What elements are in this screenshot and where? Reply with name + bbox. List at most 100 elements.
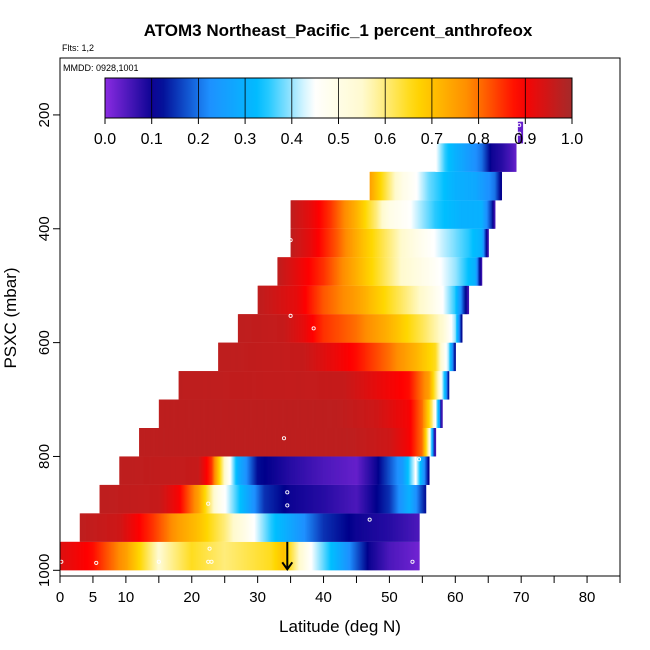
heatmap-cell xyxy=(188,541,190,571)
heatmap-cell xyxy=(375,399,377,428)
heatmap-cell xyxy=(370,428,373,457)
heatmap-cell xyxy=(187,484,190,514)
heatmap-cell xyxy=(308,456,310,485)
heatmap-cell xyxy=(311,314,314,343)
heatmap-cell xyxy=(391,428,394,457)
heatmap-cell xyxy=(379,456,382,485)
heatmap-cell xyxy=(261,513,264,542)
heatmap-cell xyxy=(333,456,335,485)
heatmap-cell xyxy=(328,541,330,571)
heatmap-cell xyxy=(144,484,147,514)
heatmap-cell xyxy=(277,371,280,400)
heatmap-cell xyxy=(514,143,517,172)
heatmap-cell xyxy=(117,484,120,514)
heatmap-cell xyxy=(308,257,311,286)
heatmap-cell xyxy=(293,428,295,457)
heatmap-cell xyxy=(324,513,327,542)
heatmap-cell xyxy=(386,371,389,400)
heatmap-cell xyxy=(263,484,266,514)
heatmap-cell xyxy=(346,541,348,571)
heatmap-cell xyxy=(230,371,233,400)
heatmap-cell xyxy=(404,513,406,542)
heatmap-cell xyxy=(398,371,401,400)
heatmap-cell xyxy=(448,200,451,229)
heatmap-cell xyxy=(340,285,343,315)
heatmap-cell xyxy=(474,171,477,201)
heatmap-cell xyxy=(310,399,313,428)
heatmap-cell xyxy=(290,513,293,542)
heatmap-cell xyxy=(292,342,294,372)
heatmap-cell xyxy=(157,428,159,457)
heatmap-cell xyxy=(335,228,338,258)
heatmap-cell xyxy=(282,541,284,571)
heatmap-cell xyxy=(256,484,259,514)
heatmap-cell xyxy=(374,342,376,372)
heatmap-cell xyxy=(151,484,154,514)
heatmap-cell xyxy=(286,456,288,485)
heatmap-cell xyxy=(339,342,341,372)
heatmap-cell xyxy=(367,342,369,372)
heatmap-cell xyxy=(427,200,430,229)
heatmap-cell xyxy=(308,428,310,457)
heatmap-cell xyxy=(287,484,290,514)
heatmap-cell xyxy=(286,484,289,514)
heatmap-cell xyxy=(402,371,405,400)
heatmap-cell xyxy=(424,371,427,400)
heatmap-cell xyxy=(252,513,255,542)
heatmap-cell xyxy=(87,541,89,571)
heatmap-cell xyxy=(203,399,206,428)
heatmap-cell xyxy=(381,428,384,457)
heatmap-cell xyxy=(487,143,490,172)
heatmap-cell xyxy=(222,513,225,542)
heatmap-cell xyxy=(247,399,250,428)
heatmap-cell xyxy=(312,200,315,229)
heatmap-cell xyxy=(355,541,357,571)
heatmap-cell xyxy=(100,541,102,571)
heatmap-cell xyxy=(103,484,106,514)
heatmap-cell xyxy=(126,484,129,514)
heatmap-cell xyxy=(295,257,298,286)
heatmap-cell xyxy=(261,399,264,428)
heatmap-cell xyxy=(254,371,257,400)
heatmap-cell xyxy=(411,456,414,485)
heatmap-cell xyxy=(271,314,274,343)
heatmap-cell xyxy=(455,257,458,286)
heatmap-cell xyxy=(357,513,359,542)
heatmap-cell xyxy=(455,171,458,201)
heatmap-cell xyxy=(359,342,361,372)
heatmap-cell xyxy=(219,399,222,428)
heatmap-cell xyxy=(397,228,399,258)
heatmap-cell xyxy=(427,314,430,343)
heatmap-cell xyxy=(456,314,459,343)
heatmap-cell xyxy=(323,342,325,372)
heatmap-cell xyxy=(435,371,438,400)
heatmap-cell xyxy=(465,200,468,229)
heatmap-cell xyxy=(221,371,224,400)
heatmap-cell xyxy=(343,371,346,400)
heatmap-cell xyxy=(315,513,318,542)
heatmap-cell xyxy=(257,428,259,457)
heatmap-cell xyxy=(176,428,178,457)
heatmap-cell xyxy=(349,200,352,229)
heatmap-cell xyxy=(187,456,189,485)
heatmap-cell xyxy=(221,484,224,514)
heatmap-cell xyxy=(188,428,190,457)
heatmap-cell xyxy=(349,484,352,514)
heatmap-cell xyxy=(197,541,199,571)
heatmap-cell xyxy=(246,399,249,428)
heatmap-cell xyxy=(354,428,357,457)
heatmap-cell xyxy=(317,541,319,571)
heatmap-cell xyxy=(396,285,399,315)
heatmap-cell xyxy=(497,143,500,172)
heatmap-cell xyxy=(191,371,194,400)
heatmap-cell xyxy=(173,541,175,571)
heatmap-cell xyxy=(308,342,310,372)
heatmap-cell xyxy=(391,399,393,428)
heatmap-cell xyxy=(181,484,184,514)
heatmap-cell xyxy=(407,285,410,315)
heatmap-cell xyxy=(310,200,313,229)
heatmap-cell xyxy=(402,428,405,457)
heatmap-cell xyxy=(74,541,76,571)
heatmap-cell xyxy=(262,342,264,372)
heatmap-cell xyxy=(356,285,359,315)
